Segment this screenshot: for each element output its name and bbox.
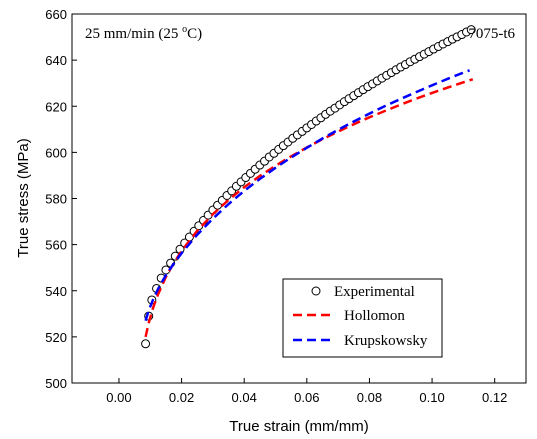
- y-tick-label: 540: [45, 284, 67, 299]
- legend-box: [282, 278, 443, 358]
- y-tick-label: 600: [45, 145, 67, 160]
- x-axis-label: True strain (mm/mm): [229, 418, 368, 435]
- annotation-condition-suffix: C): [187, 26, 202, 42]
- legend-marker-experimental: [311, 286, 321, 296]
- y-tick-label: 580: [45, 192, 67, 207]
- experimental-point: [466, 25, 476, 35]
- y-axis-ticks: 500 520 540 560 580 600 620 640 660: [45, 7, 77, 391]
- y-tick-label: 660: [45, 7, 67, 22]
- x-tick-label: 0.06: [294, 390, 319, 405]
- y-tick-label: 560: [45, 238, 67, 253]
- annotation-degree-mark: o: [182, 24, 187, 35]
- x-tick-label: 0.08: [357, 390, 382, 405]
- annotation-condition: 25 mm/min (25 oC): [85, 24, 202, 42]
- legend-label-experimental: Experimental: [334, 284, 415, 300]
- y-tick-label: 500: [45, 376, 67, 391]
- series-layer: [141, 25, 476, 349]
- experimental-point: [141, 339, 151, 349]
- x-tick-label: 0.12: [482, 390, 507, 405]
- x-tick-label: 0.02: [169, 390, 194, 405]
- krupskowsky-fit-line: [144, 69, 471, 322]
- y-tick-label: 520: [45, 330, 67, 345]
- x-tick-label: 0.00: [106, 390, 131, 405]
- hollomon-fit-line: [144, 78, 474, 338]
- y-tick-label: 620: [45, 99, 67, 114]
- x-tick-label: 0.10: [419, 390, 444, 405]
- x-axis-ticks: 0.00 0.02 0.04 0.06 0.08 0.10 0.12: [106, 378, 507, 405]
- x-tick-label: 0.04: [232, 390, 257, 405]
- legend: Experimental Hollomon Krupskowsky: [282, 278, 443, 358]
- annotation-condition-prefix: 25 mm/min (25: [85, 26, 182, 42]
- y-tick-label: 640: [45, 53, 67, 68]
- y-axis-label: True stress (MPa): [15, 138, 32, 257]
- legend-label-hollomon: Hollomon: [344, 308, 405, 324]
- legend-label-krupskowsky: Krupskowsky: [344, 333, 428, 349]
- annotation-material: 7075-t6: [468, 26, 515, 42]
